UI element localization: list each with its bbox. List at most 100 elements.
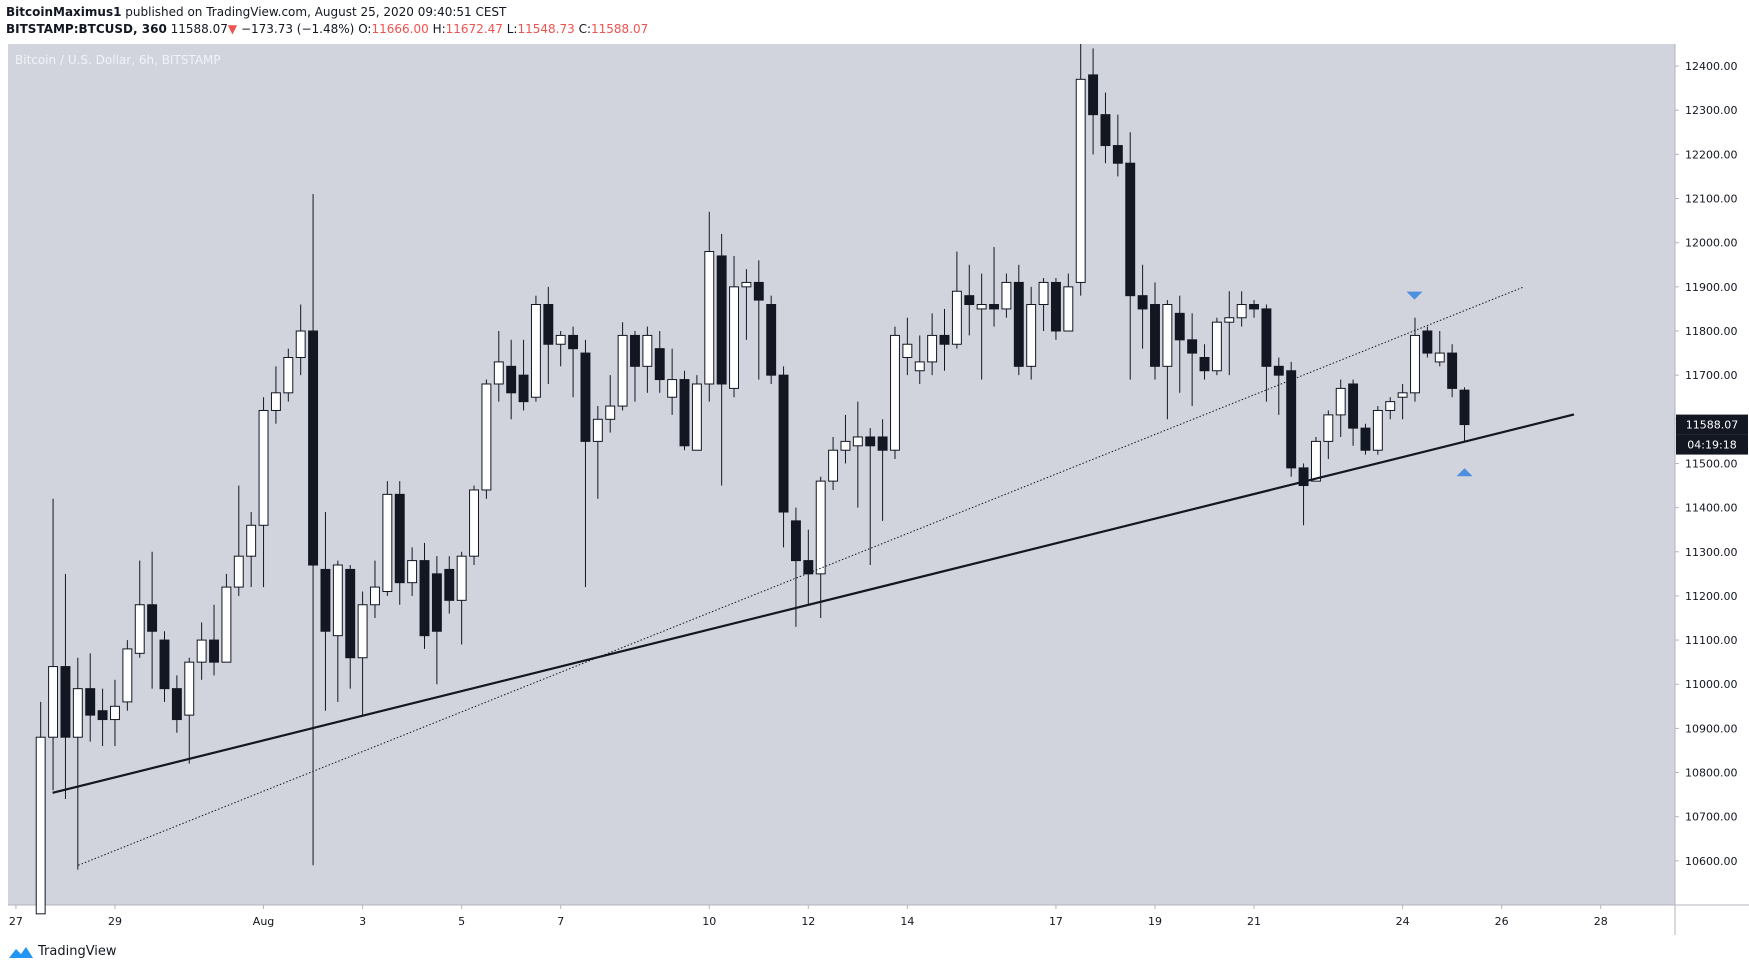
candle-body	[716, 255, 727, 385]
candle-body	[431, 573, 442, 632]
candle-body	[394, 493, 405, 584]
candle-body	[1150, 304, 1160, 367]
candle-body	[1063, 286, 1074, 332]
price-axis	[1675, 44, 1749, 935]
header: BitcoinMaximus1 published on TradingView…	[6, 4, 648, 38]
candle-body	[518, 374, 529, 403]
candle-body	[741, 281, 752, 288]
candle-body	[1224, 317, 1235, 323]
price-label-box	[1676, 414, 1748, 435]
watermark: Bitcoin / U.S. Dollar, 6h, BITSTAMP	[15, 53, 221, 67]
x-tick-label: 3	[359, 915, 366, 928]
candle-body	[258, 409, 269, 526]
candle-body	[159, 639, 170, 690]
change: −173.73 (−1.48%)	[240, 22, 355, 36]
ohlc-o-label: O:	[358, 22, 372, 36]
candle-body	[753, 281, 764, 301]
candle-body	[1125, 162, 1136, 297]
candle-body	[568, 334, 579, 350]
y-tick-label: 11000.00	[1685, 678, 1738, 691]
candle-body	[852, 436, 863, 447]
x-tick-label: 12	[801, 915, 815, 928]
ohlc-l: 11548.73	[517, 22, 575, 36]
candle-body	[729, 286, 739, 389]
quote-line: BITSTAMP:BTCUSD, 360 11588.07▼ −173.73 (…	[6, 21, 648, 38]
candle-body	[828, 449, 839, 482]
candle-body	[407, 560, 418, 584]
candle-body	[60, 666, 71, 738]
candle-body	[283, 356, 294, 394]
price-label: 11588.07	[1686, 419, 1739, 432]
candle-body	[803, 560, 814, 575]
y-tick-label: 10700.00	[1685, 811, 1738, 824]
ohlc-c-label: C:	[578, 22, 591, 36]
ohlc-l-label: L:	[506, 22, 518, 36]
candle-body	[654, 348, 665, 381]
candle-body	[630, 334, 640, 367]
candle-body	[1088, 74, 1099, 116]
x-tick-label: 7	[557, 915, 564, 928]
candle-body	[209, 639, 219, 663]
candle-body	[1323, 414, 1334, 442]
candle-body	[939, 334, 950, 345]
x-tick-label: 19	[1148, 915, 1162, 928]
candle-body	[1335, 387, 1346, 416]
candle-body	[877, 436, 888, 451]
y-tick-label: 12000.00	[1685, 237, 1738, 250]
candle-body	[1112, 145, 1123, 164]
candle-body	[964, 295, 975, 306]
y-tick-label: 11100.00	[1685, 634, 1738, 647]
y-tick-label: 12400.00	[1685, 60, 1738, 73]
candle-body	[679, 379, 690, 447]
candle-body	[48, 666, 59, 738]
ohlc-h: 11672.47	[445, 22, 503, 36]
candle-body	[1249, 304, 1259, 310]
footer: TradingView	[8, 944, 117, 959]
y-tick-label: 11900.00	[1685, 281, 1738, 294]
trendline	[78, 286, 1525, 866]
y-tick-label: 11400.00	[1685, 502, 1738, 515]
last: 11588.07	[170, 22, 228, 36]
candle-body	[840, 440, 851, 451]
candle-body	[1001, 281, 1012, 310]
ohlc-c: 11588.07	[590, 22, 649, 36]
x-tick-label: 27	[9, 915, 23, 928]
candle-body	[951, 290, 962, 345]
countdown: 04:19:18	[1687, 439, 1736, 452]
y-tick-label: 11500.00	[1685, 457, 1738, 470]
candle-body	[1385, 401, 1396, 411]
y-tick-label: 12300.00	[1685, 104, 1738, 117]
candle-body	[357, 604, 368, 659]
y-tick-label: 10800.00	[1685, 767, 1738, 780]
arrow: ▼	[227, 22, 238, 36]
candle-body	[1038, 281, 1049, 306]
symbol: BITSTAMP:BTCUSD, 360	[6, 22, 167, 36]
candle-body	[171, 688, 182, 721]
x-tick-label: 24	[1396, 915, 1410, 928]
candle-body	[543, 304, 554, 345]
candle-body	[1273, 365, 1284, 376]
x-tick-label: 17	[1049, 915, 1063, 928]
y-tick-label: 11800.00	[1685, 325, 1738, 338]
x-tick-label: 14	[900, 915, 914, 928]
published: published on TradingView.com, August 25,…	[125, 5, 507, 19]
candle-body	[865, 436, 876, 447]
candle-body	[370, 586, 380, 606]
candle-body	[1236, 304, 1247, 319]
candle-body	[605, 405, 616, 420]
candle-body	[592, 418, 603, 442]
candle-body	[134, 604, 145, 654]
candle-body	[270, 392, 281, 411]
candle-body	[1050, 281, 1061, 332]
candle-body	[72, 688, 83, 738]
candle-body	[927, 334, 938, 363]
candle-body	[1310, 440, 1321, 482]
trendline	[52, 413, 1575, 794]
y-tick-label: 11700.00	[1685, 369, 1738, 382]
author: BitcoinMaximus1	[6, 5, 122, 19]
candle-body	[1211, 321, 1222, 372]
x-tick-label: 5	[458, 915, 465, 928]
candle-body	[691, 383, 702, 451]
candle-body	[766, 304, 777, 376]
